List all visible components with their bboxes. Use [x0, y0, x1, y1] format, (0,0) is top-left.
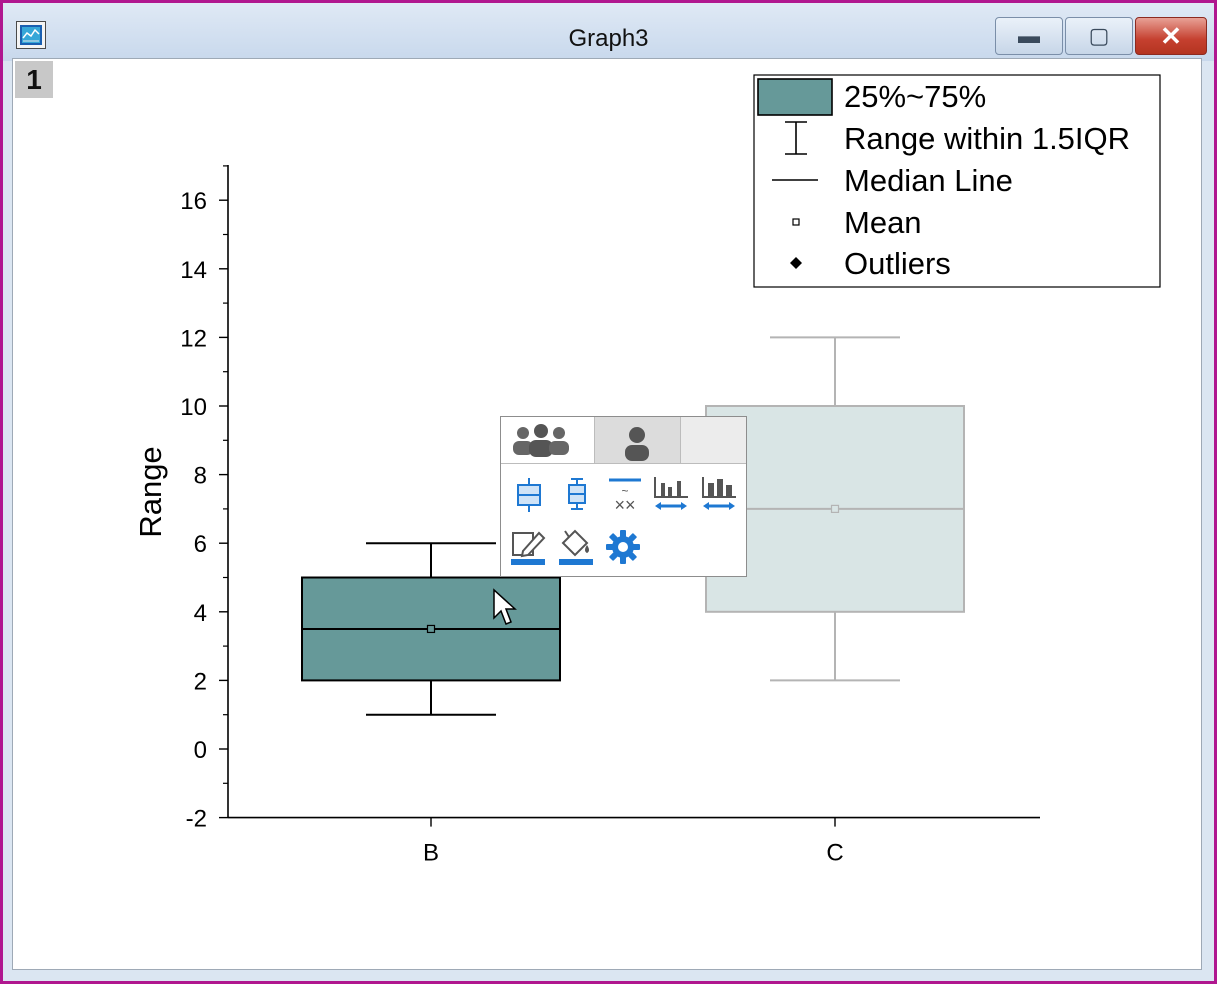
- y-tick-label[interactable]: -2: [186, 806, 207, 833]
- y-tick-label[interactable]: 0: [194, 737, 207, 764]
- box-whisker-icon[interactable]: [557, 475, 597, 515]
- outlier-symbols-icon[interactable]: ~ ××: [605, 475, 645, 515]
- maximize-button[interactable]: ▢: [1065, 17, 1133, 55]
- legend[interactable]: 25%~75% Range within 1.5IQR Median Line Mea…: [753, 74, 1161, 288]
- svg-text:~: ~: [621, 484, 628, 498]
- legend-entry-label[interactable]: 25%~75%: [844, 79, 986, 114]
- mini-toolbar: ~ ××: [500, 416, 747, 577]
- box-plot-icon[interactable]: [509, 475, 549, 515]
- layer-number-badge[interactable]: 1: [15, 61, 53, 98]
- fill-color-icon[interactable]: [557, 527, 597, 567]
- tab-all-plots[interactable]: [501, 417, 595, 463]
- legend-entry-label[interactable]: Range within 1.5IQR: [844, 121, 1130, 156]
- y-tick-label[interactable]: 10: [180, 394, 207, 421]
- group-users-icon: [513, 424, 569, 457]
- y-tick-label[interactable]: 2: [194, 668, 207, 695]
- y-tick-label[interactable]: 6: [194, 531, 207, 558]
- window-title: Graph3: [568, 25, 649, 52]
- tab-this-plot[interactable]: [595, 417, 681, 463]
- legend-entry-label[interactable]: Median Line: [844, 163, 1013, 198]
- svg-text:××: ××: [614, 495, 635, 515]
- legend-outlier-swatch: [790, 257, 802, 269]
- boxes[interactable]: [301, 336, 965, 716]
- legend-entry-label[interactable]: Outliers: [844, 246, 951, 281]
- settings-gear-icon[interactable]: [603, 527, 643, 567]
- mini-toolbar-tabs: [501, 417, 746, 464]
- y-tick-label[interactable]: 12: [180, 325, 207, 352]
- legend-mean-swatch: [792, 218, 800, 226]
- single-user-icon: [625, 427, 649, 461]
- y-tick-label[interactable]: 8: [194, 463, 207, 490]
- mean-marker[interactable]: [426, 624, 436, 634]
- y-tick-label[interactable]: 16: [180, 188, 207, 215]
- mean-marker[interactable]: [830, 504, 840, 513]
- legend-entry-label[interactable]: Mean: [844, 205, 922, 240]
- box-C[interactable]: [705, 336, 965, 682]
- y-tick-label[interactable]: 14: [180, 257, 207, 284]
- y-axis-title[interactable]: Range: [133, 446, 168, 537]
- box-width-icon[interactable]: [699, 473, 739, 513]
- gap-between-boxes-icon[interactable]: [651, 473, 691, 513]
- legend-box-swatch: [757, 78, 833, 116]
- close-button[interactable]: ✕: [1135, 17, 1207, 55]
- x-tick-label[interactable]: B: [423, 840, 439, 867]
- minimize-button[interactable]: ▬: [995, 17, 1063, 55]
- title-bar[interactable]: Graph3 ▬ ▢ ✕: [3, 3, 1214, 61]
- axes: -2 0 2 4 6 8 10 12 14 16 B C: [180, 165, 1040, 867]
- graph-window-icon[interactable]: [16, 21, 46, 49]
- y-tick-label[interactable]: 4: [194, 600, 207, 627]
- box-B[interactable]: [301, 542, 561, 716]
- edit-line-color-icon[interactable]: [509, 527, 549, 567]
- x-tick-label[interactable]: C: [826, 840, 843, 867]
- mouse-cursor-icon: [493, 588, 517, 625]
